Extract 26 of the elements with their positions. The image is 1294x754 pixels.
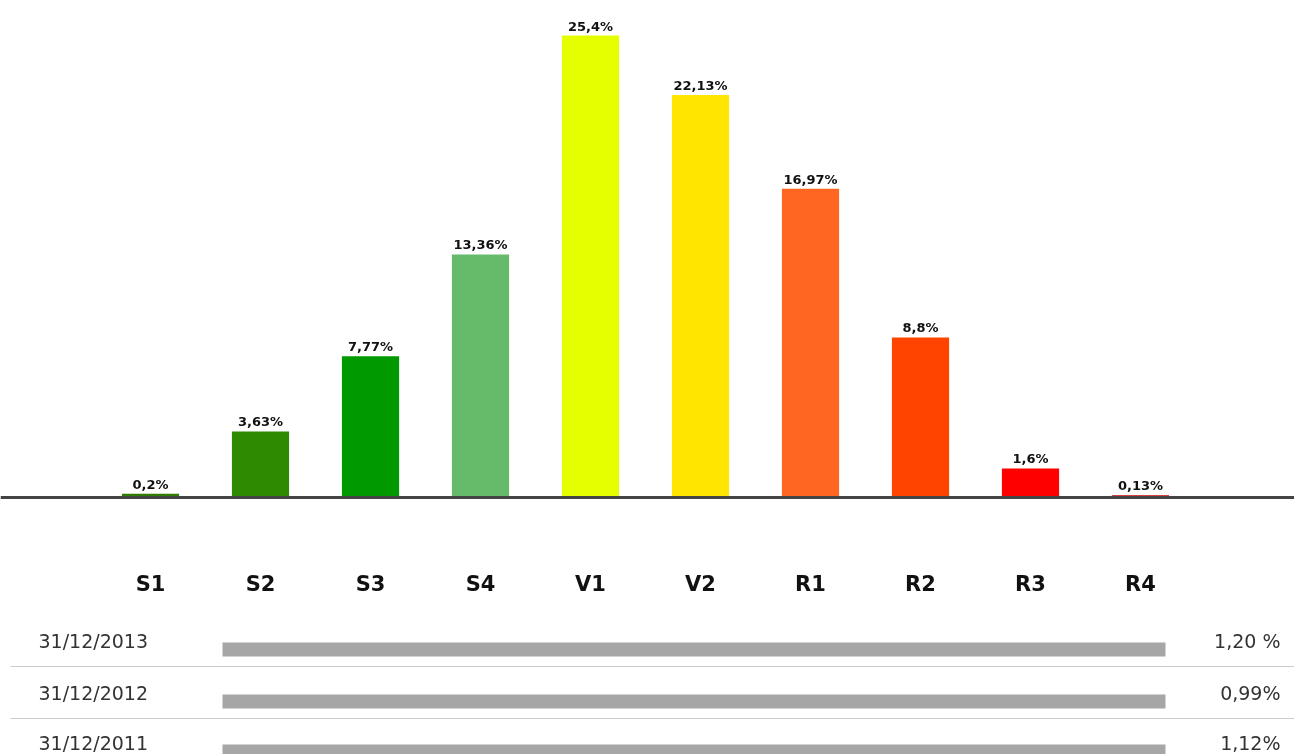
data-label: 22,13% [673, 77, 728, 93]
data-label: 1,6% [1012, 451, 1049, 467]
data-label: 0,13% [1117, 478, 1164, 494]
x-tick-label: S2 [245, 571, 276, 596]
x-tick-label: S4 [465, 571, 496, 596]
data-label: 16,97% [783, 171, 838, 187]
x-tick-label: S1 [135, 571, 166, 596]
text: 0,99% [1220, 681, 1281, 704]
text: 1,20 % [1214, 629, 1281, 652]
x-tick-label: R1 [795, 571, 826, 596]
x-tick-label: R2 [905, 571, 936, 596]
text: 1,12% [1220, 731, 1281, 754]
data-label: 0,2% [132, 476, 169, 492]
data-label: 13,36% [453, 237, 508, 253]
data-label: 7,77% [347, 339, 394, 355]
x-tick-label: V1 [575, 571, 606, 596]
text: 31/12/2011 [38, 731, 149, 754]
x-tick-label: R3 [1015, 571, 1046, 596]
x-tick-label: S3 [355, 571, 386, 596]
data-label: 8,8% [902, 320, 939, 336]
text: 31/12/2013 [38, 629, 149, 652]
text: 31/12/2012 [38, 681, 149, 704]
data-label: 3,63% [237, 414, 284, 430]
x-tick-label: V2 [685, 571, 716, 596]
data-label: 25,4% [567, 18, 614, 34]
x-tick-label: R4 [1125, 571, 1156, 596]
